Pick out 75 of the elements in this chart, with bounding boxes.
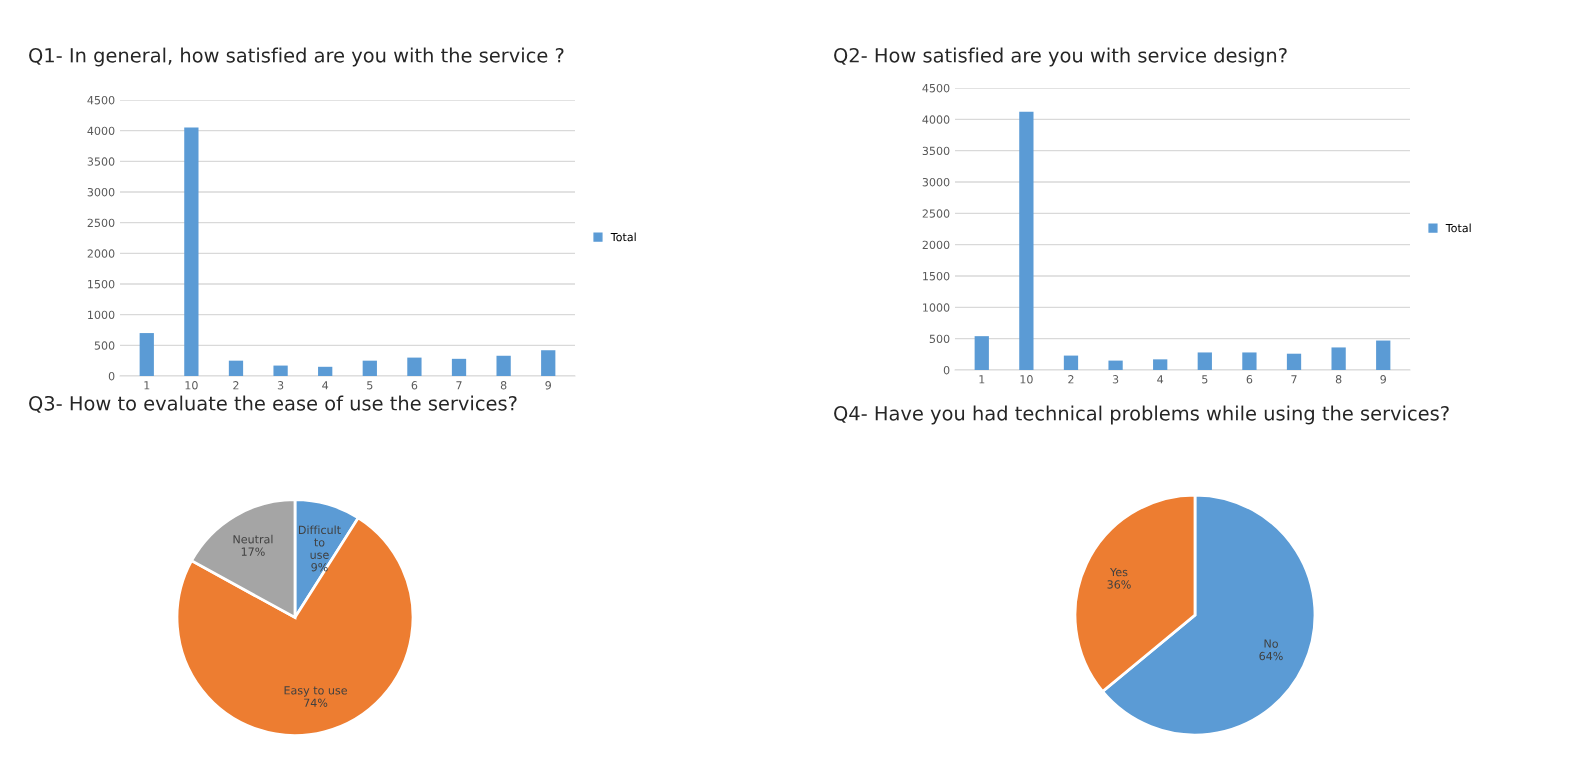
x-tick-label: 1 [979, 375, 985, 384]
y-tick-label: 500 [929, 334, 950, 344]
bar [1242, 352, 1257, 370]
bar [139, 333, 154, 376]
y-tick-label: 3500 [87, 157, 115, 166]
chart-title: Q2- How satisfied are you with service design? [834, 47, 1287, 67]
x-tick-label: 7 [1291, 375, 1297, 384]
slice-label: Difficult to use [298, 525, 341, 559]
x-tick-label: 2 [233, 381, 239, 390]
legend-label: Total [610, 232, 636, 242]
x-tick-label: 2 [1068, 375, 1074, 384]
y-tick-label: 1000 [88, 310, 115, 320]
bar [1153, 359, 1168, 370]
chart-title: Q4- Have you had technical problems while using the services? [834, 405, 1449, 425]
chart-title: Q3- How to evaluate the ease of use the services? [29, 395, 517, 413]
x-tick-label: 7 [456, 381, 462, 390]
x-tick-label: 4 [322, 381, 329, 390]
x-tick-label: 6 [1246, 375, 1253, 384]
x-tick-label: 5 [367, 381, 373, 390]
y-tick-label: 3500 [922, 146, 950, 156]
bar [318, 366, 333, 376]
bar [451, 358, 467, 376]
x-tick-label: 5 [1202, 375, 1208, 384]
y-tick-label: 1500 [923, 271, 950, 281]
x-tick-label: 8 [1335, 375, 1342, 384]
data-label: 36% [1107, 580, 1131, 589]
y-tick-label: 4500 [87, 95, 115, 105]
x-tick-label: 3 [277, 381, 284, 390]
bar [273, 365, 288, 376]
bar [362, 360, 377, 376]
data-label: 17% [241, 547, 265, 556]
y-tick-label: 1500 [88, 279, 115, 289]
y-tick-label: 2000 [87, 249, 115, 258]
slice-label: Easy to use [284, 686, 347, 697]
y-tick-label: 2500 [922, 209, 950, 218]
y-tick-label: 0 [108, 371, 115, 381]
x-tick-label: 8 [500, 381, 507, 390]
legend-label: Total [1445, 223, 1471, 233]
bar [541, 350, 556, 376]
y-tick-label: 2500 [87, 218, 115, 228]
bar [1108, 360, 1123, 370]
bar [496, 355, 511, 376]
bar [974, 336, 989, 370]
bar [1286, 353, 1302, 370]
x-tick-label: 6 [411, 381, 418, 390]
x-tick-label: 10 [1020, 375, 1033, 384]
y-tick-label: 4000 [87, 126, 115, 136]
y-tick-label: 4500 [922, 83, 950, 93]
y-tick-label: 3000 [922, 177, 950, 187]
x-tick-label: 3 [1112, 375, 1119, 384]
y-tick-label: 4000 [922, 115, 950, 124]
bar [228, 360, 244, 376]
bar [1331, 347, 1346, 370]
x-tick-label: 1 [144, 381, 150, 390]
bar [407, 357, 422, 376]
x-tick-label: 4 [1157, 375, 1164, 384]
y-tick-label: 500 [94, 341, 115, 350]
slice-label: Neutral [233, 534, 273, 544]
bar [1063, 355, 1079, 370]
bar [1197, 352, 1212, 370]
bar [184, 127, 199, 376]
data-label: 74% [304, 698, 328, 707]
y-tick-label: 0 [943, 365, 950, 375]
y-tick-label: 1000 [923, 303, 950, 312]
x-tick-label: 10 [185, 381, 198, 390]
x-tick-label: 9 [1380, 375, 1386, 384]
bar [1376, 340, 1391, 370]
y-tick-label: 2000 [922, 240, 950, 250]
bar [1019, 111, 1034, 370]
y-tick-label: 3000 [87, 187, 115, 197]
chart-title: Q1- In general, how satisfied are you with the service ? [29, 47, 564, 67]
slice-label: Yes [1110, 567, 1128, 577]
x-tick-label: 9 [545, 381, 551, 390]
slice-label: No [1264, 639, 1278, 648]
data-label: 64% [1259, 651, 1283, 661]
